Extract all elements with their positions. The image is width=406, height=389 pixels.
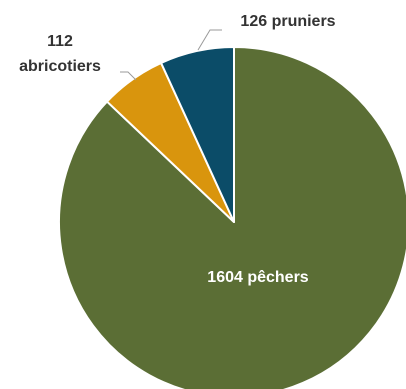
leader-line-pruniers bbox=[197, 29, 222, 51]
pie-slices bbox=[58, 46, 406, 389]
label-abricotiers-value: 112 bbox=[47, 33, 73, 50]
label-abricotiers-name: abricotiers bbox=[19, 58, 101, 75]
label-pruniers: 126 pruniers bbox=[240, 13, 335, 30]
pie-slice-pechers bbox=[58, 46, 406, 389]
pie-slice-pruniers bbox=[160, 46, 235, 223]
leader-lines bbox=[120, 29, 222, 81]
label-pechers: 1604 pêchers bbox=[207, 269, 309, 286]
leader-line-abricotiers bbox=[120, 71, 137, 81]
